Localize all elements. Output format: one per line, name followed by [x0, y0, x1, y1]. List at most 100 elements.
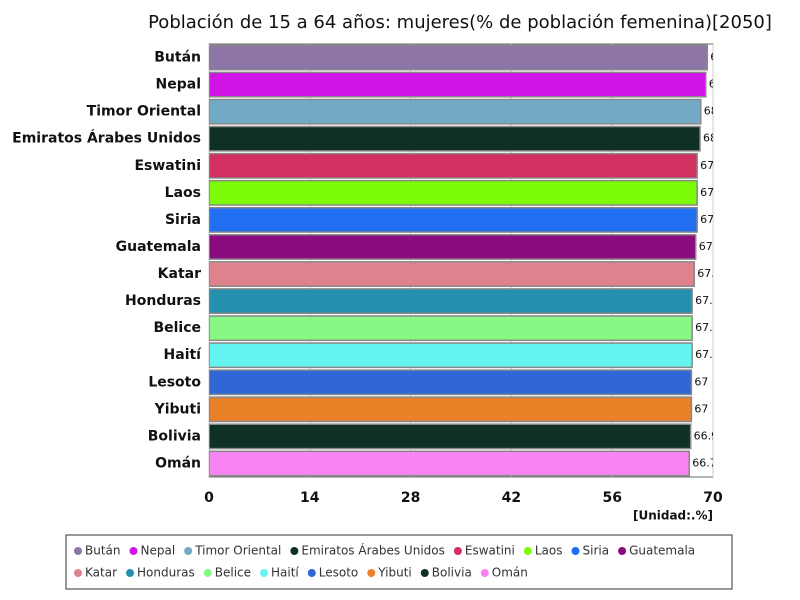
value-label: 67.1: [695, 321, 720, 334]
value-label: 67.6: [699, 240, 724, 253]
legend-marker: [260, 569, 269, 577]
y-tick-label: Belice: [153, 320, 201, 336]
legend-marker: [74, 569, 82, 577]
bar: [209, 396, 693, 423]
x-tick-label: 56: [602, 490, 621, 506]
bar: [209, 206, 698, 233]
legend-label: Haití: [271, 566, 299, 580]
x-tick-label: 0: [204, 490, 214, 506]
bar: [209, 261, 696, 287]
value-label: 67: [694, 402, 708, 415]
y-tick-label: Nepal: [156, 77, 201, 93]
legend-label: Emiratos Árabes Unidos: [301, 543, 445, 558]
legend-label: Eswatini: [465, 544, 515, 558]
y-tick-label: Katar: [158, 266, 201, 282]
legend-item: Katar: [74, 566, 117, 580]
legend-marker: [618, 547, 627, 555]
legend-item: Lesoto: [307, 566, 359, 580]
y-tick-label: Haití: [164, 347, 203, 363]
legend-label: Omán: [492, 566, 528, 580]
y-tick-label: Eswatini: [134, 158, 201, 174]
bars: 69.2 69 68.3 68.2 67.8 67.8 67.8 67.6 67.4 67.1 67…: [209, 44, 735, 477]
bar: [209, 288, 693, 315]
legend-item: Belice: [203, 566, 251, 580]
legend-label: Katar: [85, 566, 117, 580]
legend-item: Omán: [480, 566, 528, 580]
legend-marker: [184, 547, 193, 555]
legend-label: Siria: [583, 544, 610, 558]
legend-item: Bután: [74, 544, 121, 558]
value-label: 67.1: [695, 294, 720, 307]
bar: [209, 71, 707, 98]
bar: [209, 342, 693, 369]
legend-marker: [480, 569, 489, 577]
bar: [209, 179, 698, 206]
legend-label: Bolivia: [432, 566, 472, 580]
legend-marker: [367, 569, 376, 577]
bar: [209, 423, 692, 450]
legend-label: Yibuti: [377, 566, 412, 580]
legend-label: Guatemala: [629, 544, 695, 558]
legend-marker: [290, 547, 299, 555]
value-label: 68.2: [703, 132, 728, 145]
legend-item: Nepal: [129, 544, 176, 558]
legend-marker: [571, 547, 580, 555]
legend-label: Honduras: [137, 566, 195, 580]
legend-item: Timor Oriental: [184, 544, 281, 558]
bar: [209, 125, 701, 152]
value-label: 66.9: [694, 429, 719, 442]
x-tick-label: 14: [300, 490, 320, 506]
legend-item: Yibuti: [367, 566, 412, 580]
legend-marker: [129, 547, 138, 555]
legend-box: [65, 534, 733, 590]
y-tick-label: Bolivia: [148, 428, 201, 444]
bar: [209, 234, 697, 260]
legend-label: Belice: [215, 566, 251, 580]
legend-item: Siria: [571, 544, 610, 558]
value-label: 67.8: [700, 213, 725, 226]
legend-item: Emiratos Árabes Unidos: [290, 543, 445, 558]
value-label: 67: [694, 375, 708, 388]
bar: [209, 450, 690, 477]
legend-label: Lesoto: [319, 566, 359, 580]
legend-label: Timor Oriental: [194, 544, 281, 558]
legend-marker: [420, 569, 429, 577]
value-label: 67.4: [697, 267, 722, 280]
legend-label: Bután: [85, 544, 121, 558]
y-tick-label: Laos: [165, 185, 201, 201]
value-label: 67.1: [695, 348, 720, 361]
legend-item: Laos: [523, 544, 563, 558]
unit-label: [Unidad:.%]: [633, 509, 713, 523]
legend-label: Laos: [535, 544, 563, 558]
legend-label: Nepal: [141, 544, 176, 558]
value-label: 69.2: [710, 51, 735, 64]
legend-item: Guatemala: [618, 544, 695, 558]
y-tick-label: Omán: [155, 455, 201, 471]
value-label: 68.3: [704, 105, 729, 118]
value-label: 67.8: [700, 159, 725, 172]
x-tick-label: 28: [401, 490, 420, 506]
chart-title: Población de 15 a 64 años: mujeres(% de …: [148, 12, 772, 33]
value-label: 69: [709, 78, 723, 91]
y-tick-label: Lesoto: [148, 374, 201, 390]
legend-marker: [523, 547, 532, 555]
y-tick-label: Guatemala: [116, 239, 201, 255]
legend-marker: [307, 569, 316, 577]
y-tick-label: Emiratos Árabes Unidos: [12, 130, 201, 147]
y-tick-label: Timor Oriental: [87, 104, 201, 120]
x-tick-label: 42: [502, 490, 521, 506]
bar: [209, 369, 693, 396]
value-label: 66.7: [692, 456, 717, 469]
y-tick-label: Honduras: [125, 293, 201, 309]
value-label: 67.8: [700, 186, 725, 199]
legend-item: Haití: [260, 566, 299, 580]
legend-item: Honduras: [126, 566, 195, 580]
bar: [209, 44, 708, 71]
legend-marker: [74, 547, 82, 555]
y-tick-label: Siria: [165, 212, 201, 228]
x-tick-label: 70: [703, 490, 723, 506]
legend-marker: [126, 569, 135, 577]
bar: [209, 152, 698, 179]
legend-item: Bolivia: [420, 566, 472, 580]
